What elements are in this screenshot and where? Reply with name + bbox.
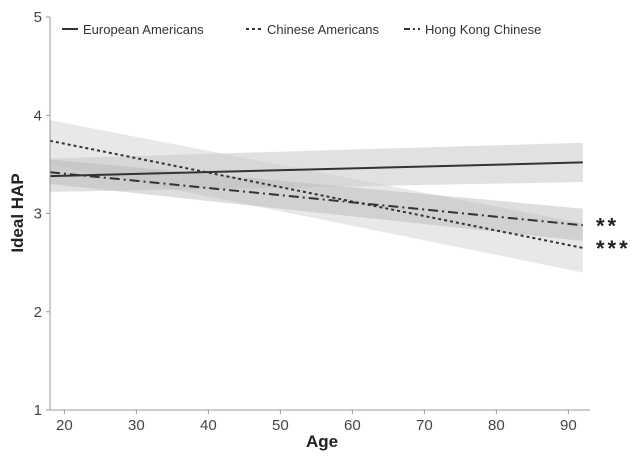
series-line-1	[49, 161, 583, 178]
series-lines	[49, 139, 583, 249]
x-tick-label: 20	[56, 417, 73, 434]
series-line-3	[49, 171, 583, 227]
y-tick-label: 2	[34, 304, 42, 321]
y-tick-label: 3	[34, 206, 42, 223]
axes: 1 2 3 4 5 20 30 40 50 60 70 80 90	[34, 9, 590, 434]
legend: European Americans Chinese Americans Hong …	[62, 22, 541, 37]
ci-band-3	[50, 159, 583, 242]
y-tick-label: 4	[34, 107, 42, 124]
ci-band-2	[50, 120, 583, 273]
y-tick-label: 1	[34, 402, 42, 419]
x-tick-label: 50	[272, 417, 289, 434]
significance-marker-2: ***	[596, 236, 631, 261]
y-axis-title: Ideal HAP	[8, 173, 27, 252]
legend-label-3: Hong Kong Chinese	[425, 22, 541, 37]
legend-label-1: European Americans	[83, 22, 204, 37]
x-axis-title: Age	[306, 432, 338, 451]
ci-bands	[50, 120, 583, 273]
x-tick-label: 70	[416, 417, 433, 434]
series-line-2	[49, 139, 583, 249]
x-tick-label: 30	[128, 417, 145, 434]
legend-label-2: Chinese Americans	[267, 22, 379, 37]
x-tick-label: 80	[488, 417, 505, 434]
x-tick-label: 40	[200, 417, 217, 434]
x-tick-label: 60	[344, 417, 361, 434]
x-tick-label: 90	[560, 417, 577, 434]
y-tick-label: 5	[34, 9, 42, 26]
significance-markers: *****	[596, 213, 631, 261]
significance-marker-3: **	[596, 213, 619, 238]
ci-band-1	[50, 142, 583, 192]
